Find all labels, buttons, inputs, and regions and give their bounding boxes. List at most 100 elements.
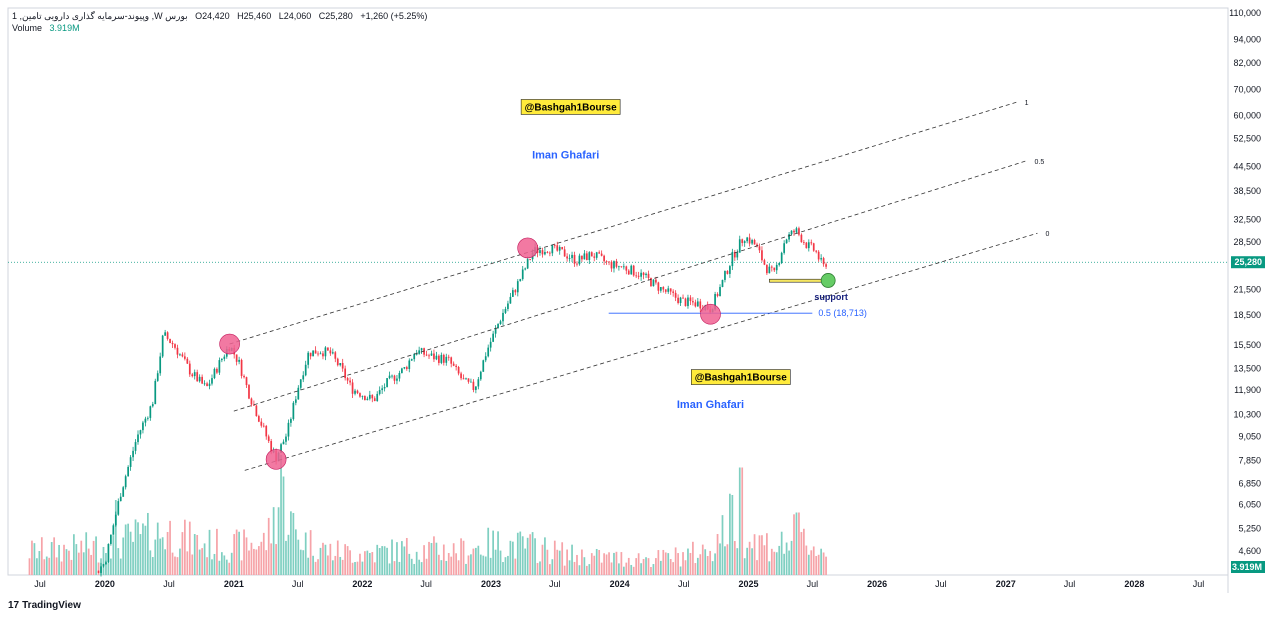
volume-bar — [208, 529, 211, 575]
legend-symbol[interactable]: وپیوند-سرمایه گذاری دارویی تامین, 1 ,W ب… — [12, 11, 188, 21]
candle-body — [193, 372, 196, 377]
volume-bar — [213, 553, 216, 575]
volume-bar — [489, 557, 492, 575]
candle-body — [672, 291, 675, 293]
legend-volume-label: Volume — [12, 23, 43, 33]
volume-bar — [90, 554, 93, 575]
volume-bar — [632, 566, 635, 575]
volume-bar — [262, 532, 265, 575]
watermark-text: @Bashgah1Bourse — [525, 102, 617, 113]
candle-body — [280, 444, 282, 453]
volume-bar — [647, 558, 650, 575]
candle-body — [566, 256, 568, 259]
volume-bar — [447, 553, 450, 575]
volume-bar — [526, 537, 529, 575]
pivot-circle[interactable] — [517, 237, 538, 259]
volume-bar — [507, 555, 509, 575]
volume-bar — [277, 507, 280, 575]
volume-bar — [605, 554, 608, 575]
pivot-circle[interactable] — [219, 333, 240, 355]
y-tick-label: 38,500 — [1233, 186, 1261, 196]
candle-body — [556, 245, 559, 251]
candle-body — [418, 350, 421, 354]
x-tick-label: 2026 — [867, 579, 887, 589]
volume-bar — [778, 545, 781, 575]
volume-bar — [43, 559, 46, 575]
volume-bar — [650, 566, 652, 575]
volume-bar — [317, 559, 319, 575]
candle-body — [514, 290, 517, 293]
volume-bar — [92, 540, 95, 575]
support-marker[interactable] — [820, 273, 836, 288]
volume-bar — [112, 535, 115, 575]
volume-bar — [415, 551, 418, 575]
volume-bar — [124, 524, 127, 575]
candle-body — [312, 350, 314, 357]
pivot-circle[interactable] — [700, 303, 721, 325]
volume-bar — [709, 550, 712, 575]
volume-bar — [793, 514, 795, 575]
volume-bar — [465, 563, 467, 575]
volume-bar — [536, 562, 539, 575]
volume-bar — [807, 554, 810, 575]
volume-bar — [149, 550, 152, 575]
volume-bar — [248, 550, 250, 575]
y-tick-label: 110,000 — [1229, 8, 1261, 18]
candle-body — [650, 278, 652, 287]
volume-bar — [65, 549, 68, 575]
volume-bar — [766, 533, 768, 575]
volume-bar — [243, 529, 245, 575]
candle-body — [253, 404, 255, 406]
volume-bar — [595, 548, 598, 575]
volume-bar — [546, 549, 549, 575]
pivot-circle[interactable] — [265, 449, 287, 470]
candle-body — [391, 375, 393, 377]
candle-body — [213, 368, 216, 379]
candle-body — [630, 265, 633, 275]
channel-line[interactable] — [229, 101, 1017, 345]
volume-bar — [452, 543, 455, 575]
volume-bar — [445, 560, 448, 575]
volume-bar — [803, 528, 805, 575]
candle-body — [669, 288, 672, 292]
candle-body — [393, 375, 396, 381]
candle-body — [743, 241, 746, 243]
candle-body — [381, 388, 384, 391]
candle-body — [640, 272, 642, 277]
legend-close: C25,280 — [318, 11, 353, 21]
volume-bar — [198, 549, 201, 575]
volume-bar — [257, 546, 260, 575]
volume-bar — [428, 541, 430, 575]
candle-body — [110, 534, 112, 544]
candle-body — [467, 378, 470, 382]
candle-body — [694, 302, 697, 307]
volume-bar — [31, 540, 33, 575]
volume-bar — [137, 522, 139, 575]
volume-bar — [450, 556, 453, 575]
volume-bar — [386, 547, 388, 575]
volume-bar — [304, 532, 307, 575]
tradingview-logo[interactable]: 17 TradingView — [8, 600, 81, 611]
candle-body — [657, 282, 660, 291]
candle-body — [161, 335, 164, 357]
candle-body — [166, 332, 169, 339]
candle-body — [376, 393, 379, 401]
volume-bar — [368, 552, 371, 575]
candle-body — [334, 352, 337, 359]
volume-bar — [398, 561, 401, 575]
volume-bar — [460, 538, 462, 575]
volume-bar — [55, 557, 58, 575]
candle-body — [164, 332, 166, 336]
channel-line[interactable] — [233, 160, 1027, 412]
volume-bar — [655, 558, 657, 575]
channel-line[interactable] — [244, 232, 1038, 471]
candle-body — [322, 353, 324, 357]
candle-body — [191, 374, 194, 377]
candle-body — [428, 355, 430, 357]
y-tick-label: 6,050 — [1238, 500, 1261, 510]
x-tick-label: Jul — [292, 579, 304, 589]
volume-bar — [97, 562, 100, 575]
legend-high: H25,460 — [237, 11, 272, 21]
